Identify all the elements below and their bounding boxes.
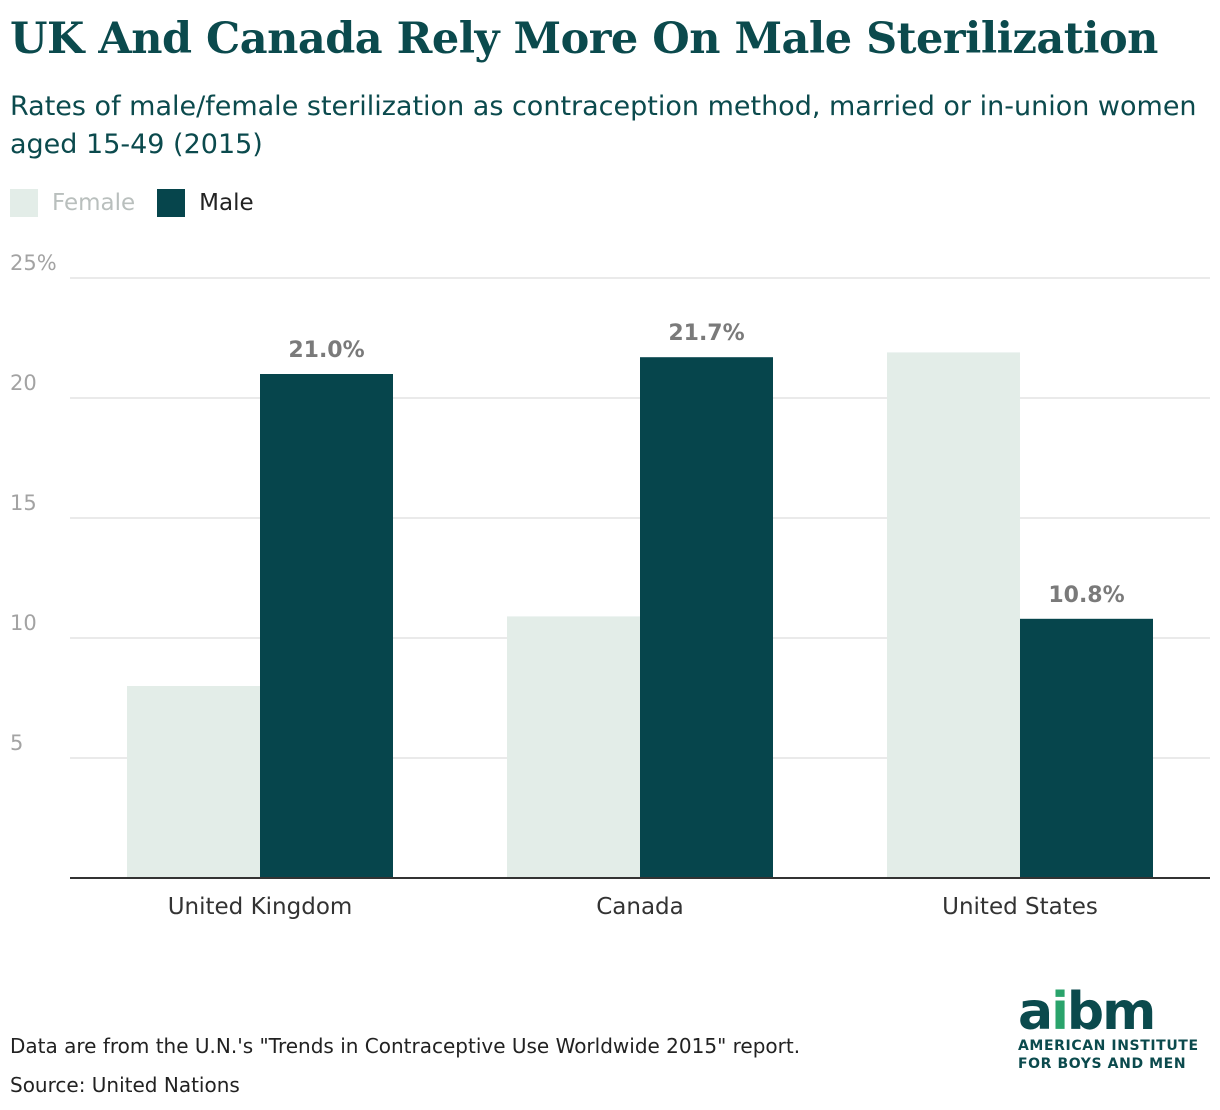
x-tick-label: Canada	[596, 894, 684, 920]
logo-mark: a i bm	[1018, 982, 1208, 1042]
bar-value-label: 10.8%	[1048, 583, 1124, 608]
legend-swatch-female	[10, 189, 38, 217]
legend-item-female[interactable]: Female	[10, 189, 135, 217]
source-credit: Source: United Nations	[10, 1073, 240, 1097]
legend: Female Male	[10, 189, 276, 217]
x-tick-label: United States	[942, 894, 1098, 920]
logo-line-1: AMERICAN INSTITUTE	[1018, 1038, 1199, 1054]
y-tick-label: 15	[10, 491, 37, 515]
bar-value-label: 21.7%	[668, 321, 744, 346]
legend-label-female: Female	[52, 190, 136, 216]
chart-subtitle: Rates of male/female sterilization as co…	[10, 91, 1197, 160]
bar-female	[507, 616, 640, 878]
bar-male	[260, 374, 393, 878]
logo-mark-a: a	[1018, 982, 1053, 1042]
aibm-logo: a i bm AMERICAN INSTITUTE FOR BOYS AND MEN	[1018, 982, 1208, 1073]
y-tick-label: 20	[10, 371, 37, 395]
bar-female	[127, 686, 260, 878]
legend-item-male[interactable]: Male	[157, 189, 254, 217]
y-tick-label: 5	[10, 731, 23, 755]
source-note: Data are from the U.N.'s "Trends in Cont…	[10, 1034, 801, 1058]
bar-male	[1020, 618, 1153, 878]
legend-label-male: Male	[199, 190, 254, 216]
logo-mark-i: i	[1051, 982, 1069, 1042]
y-tick-label: 10	[10, 611, 37, 635]
bar-male	[640, 357, 773, 878]
chart-title: UK And Canada Rely More On Male Steriliz…	[10, 14, 1158, 64]
bar-female	[887, 352, 1020, 878]
y-tick-label: 25%	[10, 251, 57, 275]
logo-mark-bm: bm	[1066, 982, 1156, 1042]
legend-swatch-male	[157, 189, 186, 217]
x-tick-label: United Kingdom	[168, 894, 353, 920]
logo-line-2: FOR BOYS AND MEN	[1018, 1056, 1187, 1072]
bar-chart: 5 10 15 20 25% 21.0% United Kingdom 21.7% Canada…	[10, 251, 1210, 920]
bar-value-label: 21.0%	[288, 338, 364, 363]
